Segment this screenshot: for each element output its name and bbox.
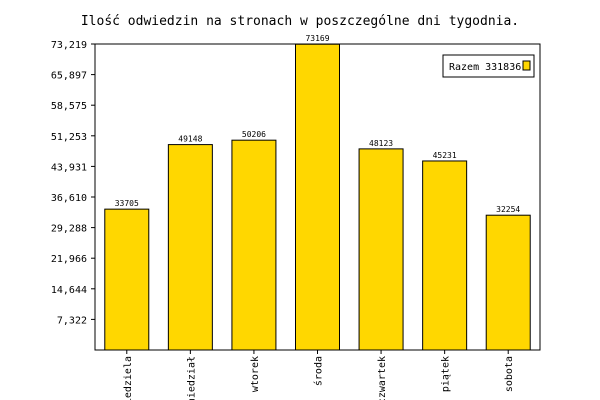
x-category-label: niedział (186, 356, 197, 400)
y-axis: 7,322 14,644 21,966 29,288 36,610 43,931 51,25… (51, 40, 95, 326)
legend: Razem 331836 (442, 54, 535, 78)
bar-value-label: 50206 (242, 130, 266, 139)
bars-group: 33705 49148 50206 73169 48123 45231 32254 (104, 34, 531, 351)
x-category-label: piątek (441, 356, 452, 392)
bar-value-label: 33705 (115, 199, 139, 208)
chart-title: Ilość odwiedzin na stronach w poszczegól… (80, 14, 520, 29)
y-tick-label: 51,253 (51, 132, 87, 143)
y-tick-label: 36,610 (51, 193, 87, 204)
y-tick-label: 58,575 (51, 101, 87, 112)
x-axis: niedziela niedział wtorek środa czwartek piąt… (123, 350, 515, 400)
legend-box (442, 54, 535, 78)
bar-4 (358, 148, 404, 351)
bar-value-label: 49148 (178, 135, 202, 144)
y-tick-label: 21,966 (51, 254, 87, 265)
bar-value-label: 48123 (369, 139, 393, 148)
x-category-label: sobota (504, 356, 515, 392)
x-category-label: czwartek (377, 356, 388, 400)
y-tick-label: 43,931 (51, 162, 87, 173)
bar-2 (231, 139, 277, 351)
legend-label: Razem 331836 (449, 62, 521, 73)
y-tick-label: 14,644 (51, 285, 87, 296)
bar-value-label: 45231 (433, 151, 457, 160)
y-tick-label: 29,288 (51, 224, 87, 235)
bar-3 (295, 43, 340, 351)
y-tick-label: 73,219 (51, 40, 87, 51)
bar-0 (104, 208, 150, 351)
x-category-label: wtorek (250, 356, 261, 392)
bar-1 (167, 144, 213, 351)
legend-swatch (522, 60, 531, 71)
bar-value-label: 73169 (305, 34, 329, 43)
bar-5 (422, 160, 468, 351)
x-category-label: środa (313, 356, 325, 386)
x-category-label: niedziela (123, 356, 134, 400)
y-tick-label: 65,897 (51, 71, 87, 82)
bar-6 (485, 214, 531, 351)
y-tick-label: 7,322 (57, 315, 87, 326)
bar-value-label: 32254 (496, 205, 520, 214)
